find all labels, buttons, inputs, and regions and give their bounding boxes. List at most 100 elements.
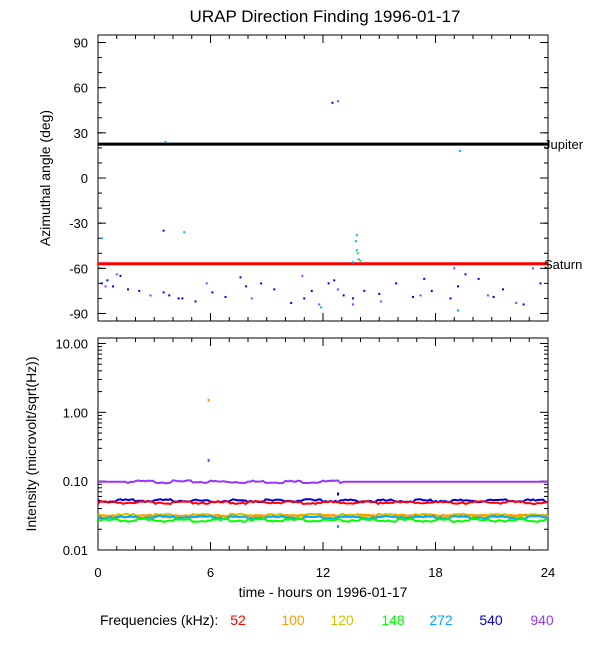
azimuth-point-540khz: [352, 297, 354, 300]
intensity-spike-100khz: [207, 398, 210, 402]
azimuth-point-272khz: [164, 140, 167, 143]
azimuth-point-540khz: [168, 294, 171, 297]
azimuth-point-272khz: [183, 231, 186, 234]
intensity-y-tick-label: 0.10: [63, 474, 88, 489]
azimuth-point-940khz: [380, 300, 383, 303]
azimuth-point-940khz: [515, 301, 518, 304]
frequency-legend: Frequencies (kHz): 52 100 120 148 272 540 940: [100, 612, 554, 628]
intensity-y-tick-label: 1.00: [63, 405, 88, 420]
azimuth-point-940khz: [104, 285, 107, 288]
intensity-y-axis-label: Intensity (microvolt/sqrt(Hz)): [23, 356, 39, 531]
azimuth-point-272khz: [355, 234, 358, 237]
reference-label-saturn: Saturn: [544, 257, 582, 272]
azimuth-point-272khz: [357, 258, 360, 261]
azimuth-point-940khz: [487, 294, 489, 297]
intensity-series-52khz: [97, 499, 549, 506]
azimuth-y-tick-label: -30: [69, 216, 88, 231]
azimuth-y-tick-label: 60: [74, 81, 88, 96]
chart-title: URAP Direction Finding 1996-01-17: [190, 7, 461, 26]
azimuth-point-940khz: [115, 273, 118, 276]
azimuth-point-540khz: [492, 295, 495, 298]
azimuth-point-272khz: [458, 149, 461, 152]
azimuth-plot-frame: [97, 34, 549, 322]
azimuth-point-540khz: [181, 297, 184, 300]
time-x-tick-label: 0: [94, 565, 101, 580]
azimuth-point-540khz: [112, 285, 114, 288]
azimuth-point-540khz: [106, 279, 109, 282]
azimuth-point-540khz: [260, 282, 263, 285]
azimuth-y-axis-label: Azimuthal angle (deg): [37, 110, 53, 246]
intensity-spike-540khz: [337, 492, 339, 496]
azimuth-point-540khz: [239, 276, 242, 279]
azimuth-point-540khz: [331, 101, 334, 104]
azimuth-point-540khz: [303, 297, 306, 300]
intensity-y-tick-label: 0.01: [63, 543, 88, 558]
azimuth-point-540khz: [502, 288, 504, 291]
azimuth-y-tick-label: 90: [74, 36, 88, 51]
azimuth-point-272khz: [355, 249, 358, 252]
azimuth-point-540khz: [273, 288, 276, 291]
azimuth-point-540khz: [539, 282, 542, 285]
azimuth-point-940khz: [337, 288, 339, 291]
legend-item-100khz: 100: [281, 612, 305, 628]
azimuth-point-540khz: [342, 294, 345, 297]
azimuth-y-tick-label: 0: [81, 171, 88, 186]
azimuth-point-272khz: [352, 261, 354, 264]
azimuth-point-540khz: [333, 279, 336, 282]
azimuth-point-272khz: [320, 306, 323, 309]
azimuth-point-940khz: [453, 267, 456, 270]
legend-item-148khz: 148: [381, 612, 405, 628]
azimuth-point-540khz: [162, 229, 165, 232]
azimuth-point-540khz: [119, 274, 122, 277]
azimuth-point-940khz: [205, 282, 208, 285]
azimuth-point-540khz: [127, 288, 129, 291]
legend-item-272khz: 272: [429, 612, 453, 628]
intensity-spike-940khz: [207, 458, 210, 462]
intensity-series-148khz: [97, 517, 549, 523]
azimuth-point-540khz: [378, 292, 381, 295]
azimuth-point-540khz: [224, 295, 227, 298]
legend-item-52khz: 52: [230, 612, 246, 628]
azimuth-point-540khz: [412, 295, 414, 298]
azimuth-point-540khz: [423, 277, 426, 280]
azimuth-y-tick-label: 30: [74, 126, 88, 141]
azimuth-point-540khz: [457, 285, 459, 288]
azimuth-point-272khz: [457, 309, 459, 312]
azimuth-point-148khz: [356, 252, 359, 255]
azimuth-point-540khz: [464, 273, 467, 276]
azimuth-point-940khz: [318, 303, 321, 306]
azimuth-point-148khz: [359, 259, 362, 262]
azimuth-point-540khz: [138, 289, 141, 292]
azimuth-point-540khz: [430, 289, 433, 292]
intensity-y-tick-label: 10.00: [55, 336, 88, 351]
azimuth-point-272khz: [100, 237, 103, 240]
time-x-tick-label: 24: [541, 565, 555, 580]
reference-label-jupiter: Jupiter: [544, 137, 584, 152]
azimuth-point-940khz: [149, 294, 152, 297]
azimuth-point-540khz: [290, 301, 293, 304]
azimuth-point-940khz: [419, 294, 422, 297]
legend-item-540khz: 540: [479, 612, 503, 628]
intensity-spike-272khz: [337, 524, 339, 528]
azimuth-panel: Azimuthal angle (deg) 90 60 30 0 -30 -60 -90 J…: [37, 34, 584, 322]
time-x-axis-label: time - hours on 1996-01-17: [239, 584, 408, 600]
azimuth-point-540khz: [194, 300, 197, 303]
azimuth-point-540khz: [395, 282, 398, 285]
legend-item-120khz: 120: [330, 612, 354, 628]
azimuth-y-tick-label: -60: [69, 261, 88, 276]
azimuth-point-540khz: [522, 303, 525, 306]
time-x-tick-label: 6: [207, 565, 214, 580]
time-x-tick-label: 18: [428, 565, 442, 580]
legend-label: Frequencies (kHz):: [100, 612, 218, 628]
azimuth-point-940khz: [301, 274, 304, 277]
azimuth-point-540khz: [477, 277, 480, 280]
intensity-panel: Intensity (microvolt/sqrt(Hz)) 10.00 1.00…: [23, 336, 555, 600]
azimuth-point-540khz: [211, 291, 214, 294]
azimuth-point-540khz: [327, 282, 330, 285]
azimuth-point-940khz: [337, 100, 339, 103]
azimuth-point-940khz: [532, 267, 534, 270]
azimuth-point-540khz: [100, 282, 103, 285]
time-x-tick-label: 12: [316, 565, 330, 580]
azimuth-point-540khz: [363, 289, 366, 292]
